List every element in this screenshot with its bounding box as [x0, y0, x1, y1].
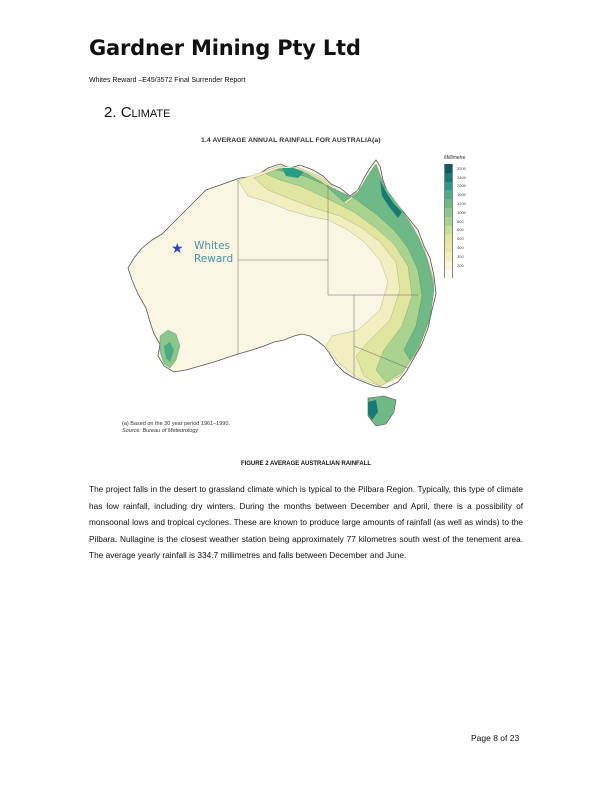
location-star-icon: ★ — [171, 240, 184, 256]
report-subtitle: Whites Reward –E45/3572 Final Surrender … — [89, 77, 246, 84]
legend-swatch — [444, 216, 453, 226]
section-title-initial: C — [120, 104, 132, 121]
legend-swatch — [444, 172, 453, 182]
legend-label: 3200 — [457, 165, 466, 171]
legend-label: 500 — [457, 236, 464, 242]
legend-swatch — [444, 207, 453, 217]
location-label-line2: Reward — [194, 252, 234, 265]
body-paragraph: The project falls in the desert to grass… — [89, 484, 523, 560]
legend-row: 1600 — [444, 190, 488, 200]
legend-label: 400 — [457, 245, 464, 251]
legend-swatch — [444, 190, 453, 200]
legend-swatch — [444, 164, 453, 173]
legend-row: 1000 — [444, 207, 488, 217]
state-border-nsw-vic — [353, 345, 409, 369]
rain-band-north-wet — [282, 168, 304, 178]
legend-row: 2000 — [444, 181, 488, 191]
legend-label: 200 — [457, 262, 464, 268]
legend-swatch — [444, 251, 453, 261]
page-number: Page 8 of 23 — [471, 733, 520, 743]
legend-row: 800 — [444, 216, 488, 226]
location-label-line1: Whites — [194, 240, 231, 252]
map-title: 1.4 AVERAGE ANNUAL RAINFALL FOR AUSTRALI… — [201, 137, 381, 144]
location-label: Whites Reward — [194, 240, 233, 265]
legend-row: 500 — [444, 234, 488, 244]
rain-band-2000 — [380, 180, 402, 218]
legend-row: 200 — [444, 260, 488, 270]
figure-caption: FIGURE 2 AVERAGE AUSTRALIAN RAINFALL — [240, 461, 372, 467]
australia-map-graphic — [127, 159, 437, 427]
legend-swatch — [444, 225, 453, 235]
rainfall-map — [118, 150, 490, 440]
legend-label: 1000 — [457, 209, 466, 215]
legend-label: 2400 — [457, 174, 466, 180]
map-footnote: (a) Based on the 30 year period 1961–199… — [122, 421, 230, 427]
legend-label: 600 — [457, 227, 464, 233]
legend-row: 300 — [444, 251, 488, 261]
company-name: Gardner Mining Pty Ltd — [89, 36, 361, 60]
legend-label: 1600 — [457, 192, 466, 198]
section-title-rest: LIMATE — [131, 108, 171, 120]
rain-band-southwest-wet — [164, 342, 174, 362]
legend-swatch — [444, 181, 453, 191]
legend-swatch — [444, 243, 453, 252]
legend-label: 800 — [457, 218, 464, 224]
section-number: 2. — [104, 104, 117, 121]
legend-row: 400 — [444, 243, 488, 252]
legend-label: 2000 — [457, 183, 466, 189]
legend-swatch — [444, 269, 453, 279]
legend-label: 300 — [457, 253, 464, 259]
rainfall-legend: Millimetre 3200 2400 2000 1600 1200 1000 800 60… — [444, 155, 488, 279]
legend-rows: 3200 2400 2000 1600 1200 1000 800 600 500 400 300 2… — [444, 164, 488, 279]
legend-title: Millimetre — [444, 155, 466, 161]
map-source: Source: Bureau of Meteorology — [122, 428, 199, 434]
legend-swatch — [444, 260, 453, 270]
legend-swatch — [444, 234, 453, 244]
section-heading: 2. CLIMATE — [104, 104, 170, 121]
legend-row: 2400 — [444, 172, 488, 182]
legend-row: 600 — [444, 225, 488, 235]
tasmania-wet — [368, 400, 378, 420]
legend-label: 1200 — [457, 201, 466, 207]
legend-row — [444, 269, 488, 279]
legend-swatch — [444, 199, 453, 208]
legend-row: 3200 — [444, 164, 488, 173]
legend-row: 1200 — [444, 199, 488, 208]
